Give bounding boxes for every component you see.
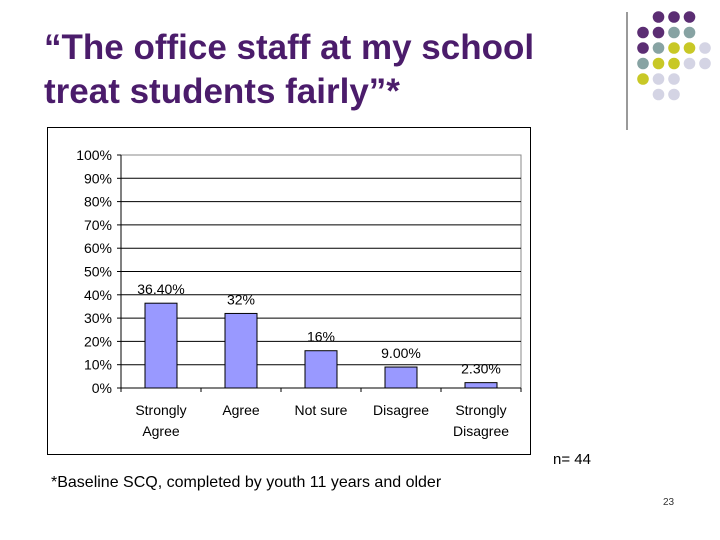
decor-dot — [668, 26, 680, 39]
decor-dot — [668, 73, 680, 85]
decor-dot — [637, 26, 649, 39]
y-tick-label: 80% — [84, 194, 112, 210]
y-tick-label: 30% — [84, 310, 112, 326]
decor-dot — [683, 11, 696, 23]
y-tick-label: 50% — [84, 264, 112, 280]
decor-dot — [652, 42, 665, 54]
y-tick-label: 100% — [76, 147, 112, 163]
x-tick-label: Disagree — [373, 402, 429, 418]
decor-dot — [652, 57, 665, 70]
page-number: 23 — [663, 497, 675, 508]
bar — [464, 382, 498, 389]
decor-dot — [699, 42, 711, 54]
x-tick-label: Not sure — [295, 402, 348, 418]
bar — [384, 366, 418, 389]
decorative-dot-grid — [637, 11, 711, 101]
decor-dot — [668, 11, 680, 23]
x-tick-label: Disagree — [453, 423, 509, 439]
data-label: 36.40% — [137, 281, 184, 297]
decor-dot — [683, 26, 696, 39]
sample-size-label: n= 44 — [553, 451, 591, 468]
decor-dot — [668, 57, 680, 70]
bar — [224, 312, 258, 389]
decor-dot — [637, 42, 649, 54]
y-tick-label: 90% — [84, 170, 112, 186]
data-label: 32% — [227, 291, 255, 307]
x-tick-label: Agree — [142, 423, 180, 439]
x-tick-label: Strongly — [135, 402, 186, 418]
bar — [144, 302, 178, 389]
y-tick-label: 20% — [84, 333, 112, 349]
x-tick-label: Agree — [222, 402, 260, 418]
data-label: 2.30% — [461, 361, 501, 377]
y-tick-label: 70% — [84, 217, 112, 233]
y-tick-label: 10% — [84, 357, 112, 373]
decor-dot — [637, 73, 649, 85]
y-tick-label: 40% — [84, 287, 112, 303]
slide-title: “The office staff at my school treat stu… — [44, 26, 604, 114]
data-label: 9.00% — [381, 345, 421, 361]
y-tick-label: 60% — [84, 240, 112, 256]
bar-chart: 0% 10% 20% 30% 40% 50% 60% 70% 80% 90% 100% 36.40% S… — [47, 127, 531, 455]
decorative-divider — [626, 12, 628, 130]
data-label: 16% — [307, 329, 335, 345]
decor-dot — [652, 11, 665, 23]
bar — [304, 350, 338, 389]
decor-dot — [637, 57, 649, 70]
decor-dot — [668, 42, 680, 54]
title-line-2: treat students fairly”* — [44, 72, 400, 111]
decor-dot — [683, 42, 696, 54]
footnote: *Baseline SCQ, completed by youth 11 yea… — [51, 474, 442, 491]
chart-svg: 0% 10% 20% 30% 40% 50% 60% 70% 80% 90% 100% 36.40% S… — [76, 147, 522, 439]
decor-dot — [652, 73, 665, 85]
decor-dot — [668, 88, 680, 101]
decor-dot — [652, 26, 665, 39]
decor-dot — [699, 57, 711, 70]
y-tick-label: 0% — [92, 380, 112, 396]
title-line-1: “The office staff at my school — [44, 28, 535, 67]
decor-dot — [652, 88, 665, 101]
decor-dot — [683, 57, 696, 70]
x-tick-label: Strongly — [455, 402, 506, 418]
